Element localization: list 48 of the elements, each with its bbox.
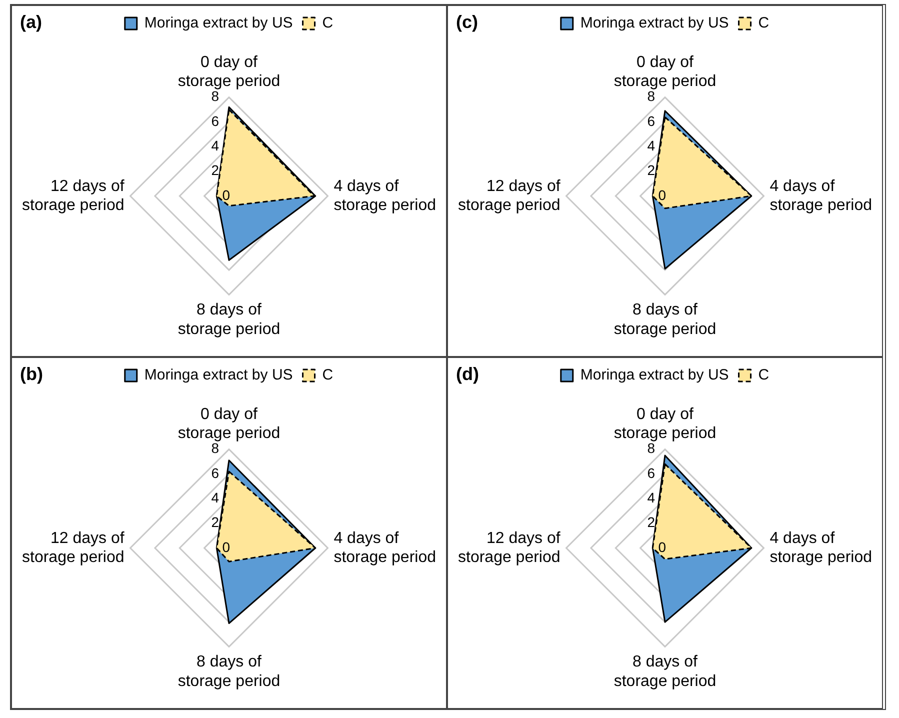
y-tick-label: 8 [211, 88, 220, 104]
spoke-label: 8 days of storage period [178, 654, 280, 690]
spoke-label: 0 day of storage period [614, 54, 716, 90]
y-tick-label: 0 [222, 186, 230, 203]
legend-label: Moringa extract by US [144, 14, 293, 32]
spoke-label: 12 days of storage period [458, 178, 561, 214]
spoke-label: 8 days of storage period [614, 654, 716, 690]
spoke-label: 4 days of storage period [770, 530, 872, 566]
y-tick-label: 4 [647, 138, 656, 154]
legend-label: C [322, 366, 334, 384]
chart-title: (b) [20, 364, 43, 385]
y-tick-label: 2 [647, 514, 656, 530]
y-tick-label: 8 [647, 88, 656, 104]
legend-label: Moringa extract by US [144, 366, 293, 384]
spoke-label: 8 days of storage period [178, 302, 280, 338]
legend-label: Moringa extract by US [580, 14, 729, 32]
spoke-label: 12 days of storage period [22, 178, 125, 214]
legend-label: Moringa extract by US [580, 366, 729, 384]
spoke-label: 0 day of storage period [178, 54, 280, 90]
spoke-label: 8 days of storage period [614, 302, 716, 338]
spoke-label: 4 days of storage period [770, 178, 872, 214]
y-tick-label: 4 [211, 138, 220, 154]
chart-title: (a) [20, 12, 42, 33]
spoke-label: 12 days of storage period [458, 530, 561, 566]
chart-title: (c) [456, 12, 478, 33]
y-tick-label: 6 [647, 112, 656, 129]
spoke-label: 4 days of storage period [334, 178, 436, 214]
y-tick-label: 6 [211, 464, 220, 481]
spoke-label: 0 day of storage period [614, 406, 716, 442]
y-tick-label: 4 [647, 490, 656, 506]
y-tick-label: 0 [658, 538, 666, 555]
legend-label: C [758, 14, 770, 32]
y-tick-label: 8 [211, 440, 220, 456]
chart-title: (d) [456, 364, 479, 385]
y-tick-label: 6 [211, 112, 220, 129]
y-tick-label: 2 [647, 162, 656, 178]
y-tick-label: 6 [647, 464, 656, 481]
spoke-label: 12 days of storage period [22, 530, 125, 566]
y-tick-label: 2 [211, 514, 220, 530]
y-tick-label: 2 [211, 162, 220, 178]
spoke-label: 4 days of storage period [334, 530, 436, 566]
legend-label: C [758, 366, 770, 384]
y-tick-label: 8 [647, 440, 656, 456]
y-tick-label: 0 [658, 186, 666, 203]
y-tick-label: 0 [222, 538, 230, 555]
y-tick-label: 4 [211, 490, 220, 506]
legend-label: C [322, 14, 334, 32]
spoke-label: 0 day of storage period [178, 406, 280, 442]
